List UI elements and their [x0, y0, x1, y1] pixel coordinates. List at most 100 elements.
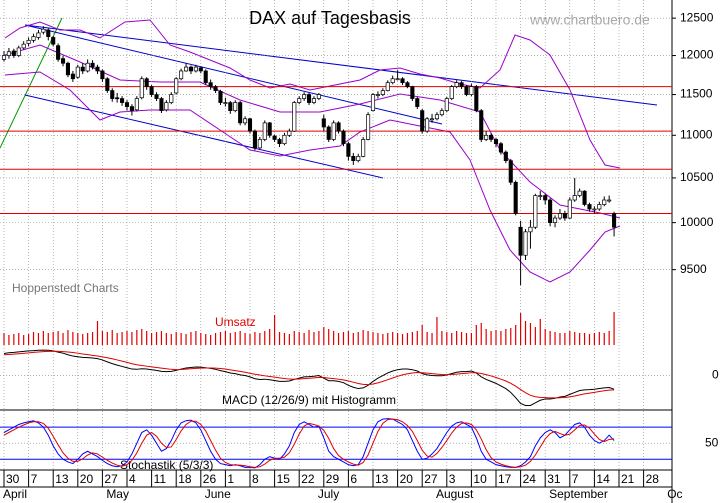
- candle-body: [612, 213, 617, 228]
- volume-bar: [480, 323, 482, 345]
- trend-line: [24, 24, 658, 106]
- candle-body: [257, 139, 262, 149]
- volume-bar: [185, 334, 187, 345]
- candle-body: [110, 90, 115, 99]
- volume-bar: [603, 333, 605, 345]
- candle-body: [292, 102, 297, 132]
- volume-bar: [377, 333, 379, 345]
- volume-bar: [357, 332, 359, 345]
- volume-bar: [598, 332, 600, 345]
- candle-body: [454, 82, 459, 87]
- x-tick-label: 22: [301, 472, 315, 486]
- volume-bar: [96, 321, 99, 345]
- candle-body: [503, 151, 508, 161]
- candle-body: [518, 226, 523, 256]
- volume-bar: [446, 332, 448, 345]
- volume-bar: [87, 333, 89, 345]
- candle-body: [415, 98, 420, 107]
- volume-bar: [62, 333, 64, 345]
- candle-body: [434, 114, 440, 120]
- candle-body: [361, 139, 366, 157]
- volume-bar: [490, 331, 492, 345]
- candle-body: [105, 78, 110, 91]
- candle-body: [267, 122, 272, 136]
- candle-body: [321, 118, 326, 128]
- volume-bar: [224, 331, 226, 345]
- volume-bar: [347, 331, 349, 345]
- volume-bar: [32, 332, 35, 345]
- volume-bar: [431, 333, 433, 345]
- candle-body: [523, 231, 528, 256]
- candle-body: [493, 139, 499, 145]
- volume-bar: [465, 333, 468, 345]
- volume-bar: [155, 332, 158, 345]
- volume-bar: [579, 333, 581, 345]
- volume-bar: [8, 335, 10, 345]
- volume-bar: [288, 334, 290, 345]
- y-tick-label: 11000: [680, 127, 713, 141]
- candle-body: [115, 97, 120, 100]
- candle-body: [370, 94, 376, 111]
- x-tick-label: 6: [350, 472, 357, 486]
- volume-bar: [608, 331, 610, 345]
- candle-body: [538, 195, 543, 197]
- volume-bar: [23, 335, 25, 345]
- volume-bar: [91, 332, 94, 345]
- x-tick-label: 10: [473, 472, 487, 486]
- candle-body: [577, 190, 582, 196]
- volume-bar: [456, 331, 458, 345]
- volume-bar: [126, 331, 128, 345]
- volume-bar: [451, 333, 453, 345]
- volume-bar: [121, 332, 123, 345]
- volume-bar: [382, 334, 384, 345]
- x-tick-label: 13: [375, 472, 389, 486]
- volume-bar: [67, 330, 69, 345]
- volume-bar: [593, 333, 595, 345]
- volume-bar: [564, 333, 566, 345]
- volume-bar: [588, 334, 591, 345]
- volume-bar: [180, 333, 182, 345]
- candle-body: [410, 86, 415, 99]
- volume-bar: [544, 329, 546, 345]
- volume-bar: [269, 329, 271, 345]
- drawings: [0, 17, 658, 283]
- candle-body: [70, 73, 75, 80]
- candle-body: [272, 135, 277, 140]
- candle-body: [395, 78, 400, 81]
- volume-bar: [485, 329, 487, 345]
- x-tick-label: 24: [523, 472, 537, 486]
- candle-body: [174, 78, 179, 94]
- volume-bar: [318, 331, 320, 345]
- stochastic-label: Stochastik (5/3/3): [120, 458, 213, 472]
- volume-bar: [234, 332, 236, 345]
- volume-bar: [337, 333, 340, 345]
- chart-title: DAX auf Tagesbasis: [249, 8, 411, 28]
- x-tick-label: 7: [572, 472, 579, 486]
- x-tick-label: 4: [129, 472, 136, 486]
- candle-body: [479, 110, 484, 140]
- candle-body: [159, 98, 164, 111]
- candle-body: [247, 118, 253, 132]
- candle-body: [11, 50, 16, 56]
- candle-body: [489, 134, 494, 140]
- volume-bar: [72, 332, 74, 345]
- volume-bar: [328, 329, 330, 345]
- month-label: April: [3, 487, 27, 501]
- candle-body: [592, 208, 597, 211]
- candle-body: [464, 86, 469, 95]
- x-tick-label: 26: [203, 472, 217, 486]
- candle-body: [385, 82, 390, 91]
- candle-body: [26, 40, 31, 44]
- candle-body: [208, 82, 213, 87]
- volume-bar: [278, 332, 281, 345]
- volume-bar: [170, 334, 172, 345]
- candle-body: [341, 130, 346, 145]
- volume-bar: [362, 330, 364, 345]
- volume-bar: [28, 334, 30, 345]
- volume-bar: [77, 333, 79, 345]
- candle-body: [528, 226, 533, 233]
- candle-body: [459, 82, 464, 87]
- x-tick-label: 20: [400, 472, 414, 486]
- trend-line: [24, 94, 384, 179]
